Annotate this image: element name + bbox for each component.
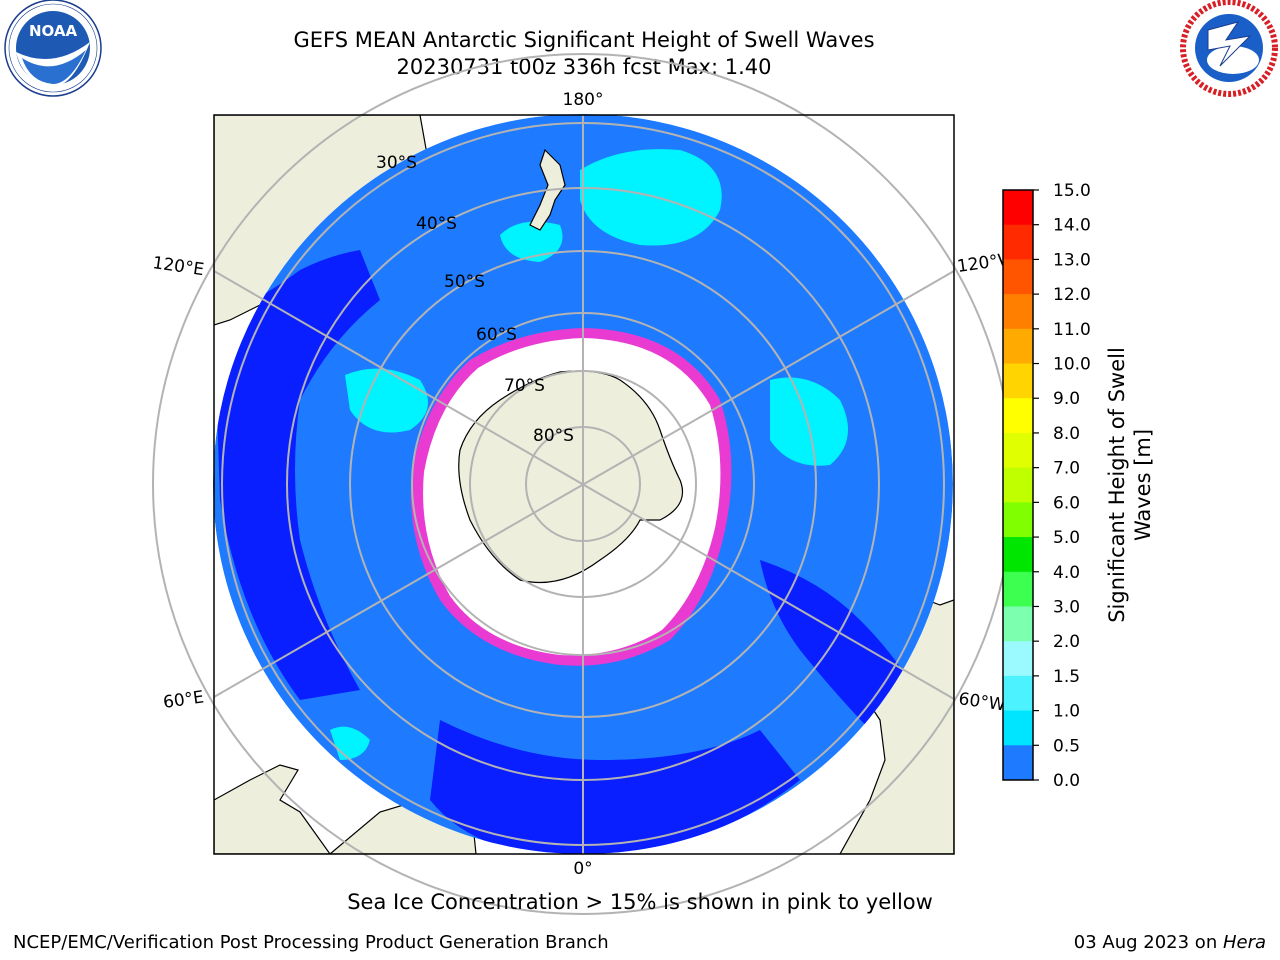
colorbar-segment xyxy=(1003,537,1033,573)
colorbar-segment xyxy=(1003,710,1033,746)
colorbar-tick-label: 14.0 xyxy=(1053,216,1091,236)
colorbar-segment xyxy=(1003,363,1033,399)
swell-patch-north2 xyxy=(500,221,563,262)
map-frame xyxy=(213,114,955,855)
colorbar-segment xyxy=(1003,190,1033,226)
lat-label-80s: 80°S xyxy=(533,426,574,446)
lon-label-0: 0° xyxy=(573,859,592,879)
footer-credit: NCEP/EMC/Verification Post Processing Pr… xyxy=(13,932,609,953)
colorbar-tick-label: 10.0 xyxy=(1053,355,1091,375)
colorbar-tick-label: 1.0 xyxy=(1053,702,1080,722)
swell-patch-east xyxy=(770,377,848,466)
low-swell-east xyxy=(760,560,920,740)
swell-patch-north xyxy=(580,149,722,246)
swell-patch-west xyxy=(345,368,428,433)
colorbar-tick-label: 11.0 xyxy=(1053,320,1091,340)
noaa-logo-icon: NOAA xyxy=(4,0,102,97)
footer-host: Hera xyxy=(1222,932,1266,953)
low-swell-south xyxy=(430,720,800,854)
colorbar-tick-label: 13.0 xyxy=(1053,250,1091,270)
lat-label-60s: 60°S xyxy=(476,325,517,345)
colorbar-tick-label: 9.0 xyxy=(1053,389,1080,409)
colorbar: 15.0 14.0 13.0 12.0 11.0 10.0 9.0 8.0 7.0 6.0 5.0 4… xyxy=(1002,181,1091,791)
colorbar-tick-label: 4.0 xyxy=(1053,563,1080,583)
colorbar-segment xyxy=(1003,502,1033,538)
footer-date-text: 03 Aug 2023 on xyxy=(1073,932,1223,953)
lon-label-60e: 60°E xyxy=(162,687,205,712)
low-swell-west xyxy=(214,250,380,700)
colorbar-tick-label: 0.5 xyxy=(1053,736,1080,756)
caption: Sea Ice Concentration > 15% is shown in … xyxy=(347,890,933,914)
lon-label-120e: 120°E xyxy=(151,253,205,280)
lat-label-50s: 50°S xyxy=(444,272,485,292)
colorbar-tick-label: 6.0 xyxy=(1053,493,1080,513)
colorbar-segment xyxy=(1003,745,1033,781)
colorbar-segment xyxy=(1003,294,1033,330)
colorbar-tick-label: 2.0 xyxy=(1053,632,1080,652)
colorbar-tick-label: 5.0 xyxy=(1053,528,1080,548)
chart-subtitle: 20230731 t00z 336h fcst Max: 1.40 xyxy=(396,55,772,79)
footer-date: 03 Aug 2023 on Hera xyxy=(1074,932,1266,953)
chart-title: GEFS MEAN Antarctic Significant Height o… xyxy=(293,28,875,52)
colorbar-segment xyxy=(1003,398,1033,434)
colorbar-segment xyxy=(1003,675,1033,712)
colorbar-segment xyxy=(1003,571,1033,607)
lon-label-180: 180° xyxy=(563,90,604,110)
colorbar-segment xyxy=(1003,224,1033,260)
colorbar-tick-label: 0.0 xyxy=(1053,771,1080,791)
lon-label-60w: 60°W xyxy=(957,689,1006,715)
lat-label-70s: 70°S xyxy=(504,376,545,396)
colorbar-segment xyxy=(1003,467,1033,503)
colorbar-segment xyxy=(1003,432,1033,469)
colorbar-tick-label: 8.0 xyxy=(1053,424,1080,444)
colorbar-segment xyxy=(1003,328,1033,365)
colorbar-label-line1: Significant Height of Swell xyxy=(1105,347,1129,623)
lat-label-30s: 30°S xyxy=(376,153,417,173)
colorbar-tick-label: 3.0 xyxy=(1053,597,1080,617)
land-africa xyxy=(214,764,331,854)
colorbar-segment xyxy=(1003,606,1033,642)
colorbar-label-line2: Waves [m] xyxy=(1131,429,1155,541)
noaa-logo-text: NOAA xyxy=(29,22,78,40)
lat-label-40s: 40°S xyxy=(416,214,457,234)
colorbar-tick-label: 15.0 xyxy=(1053,181,1091,201)
colorbar-tick-label: 12.0 xyxy=(1053,285,1091,305)
colorbar-segment xyxy=(1003,641,1033,677)
colorbar-frame xyxy=(1002,189,1034,781)
colorbar-tick-label: 7.0 xyxy=(1053,459,1080,479)
colorbar-segment xyxy=(1003,259,1033,295)
nws-logo-icon xyxy=(1180,0,1278,97)
colorbar-tick-label: 1.5 xyxy=(1053,667,1080,687)
